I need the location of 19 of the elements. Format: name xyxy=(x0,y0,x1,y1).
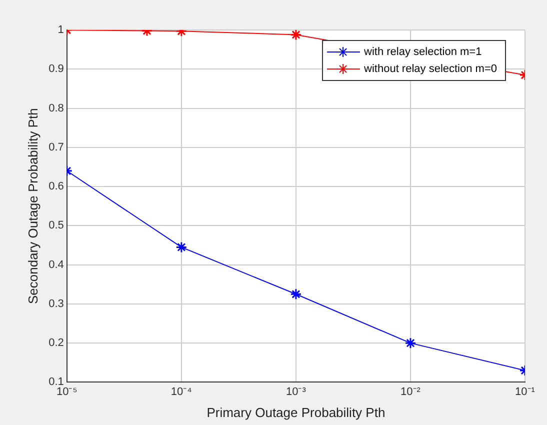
y-tick-label: 1 xyxy=(58,24,64,36)
x-axis-title: Primary Outage Probability Pth xyxy=(206,404,386,420)
x-tick-label: 10⁻² xyxy=(400,386,421,398)
y-tick-label: 0.1 xyxy=(48,376,64,388)
y-tick-label: 0.3 xyxy=(48,298,64,310)
x-tick-label: 10⁻¹ xyxy=(515,386,536,398)
x-tick-label: 10⁻⁵ xyxy=(56,386,78,398)
legend-label: with relay selection m=1 xyxy=(363,46,482,58)
y-tick-label: 0.6 xyxy=(48,180,64,193)
y-tick-label: 0.9 xyxy=(48,63,64,76)
y-tick-label: 0.4 xyxy=(48,258,64,271)
y-tick-label: 0.7 xyxy=(48,141,64,154)
y-tick-label: 0.8 xyxy=(48,102,64,114)
x-tick-label: 10⁻³ xyxy=(286,386,306,398)
y-tick-label: 0.2 xyxy=(48,337,64,350)
x-tick-label: 10⁻⁴ xyxy=(170,386,192,398)
y-axis-title: Secondary Outage Probability Pth xyxy=(25,108,40,304)
legend-label: without relay selection m=0 xyxy=(363,63,497,76)
y-tick-label: 0.5 xyxy=(48,220,64,232)
